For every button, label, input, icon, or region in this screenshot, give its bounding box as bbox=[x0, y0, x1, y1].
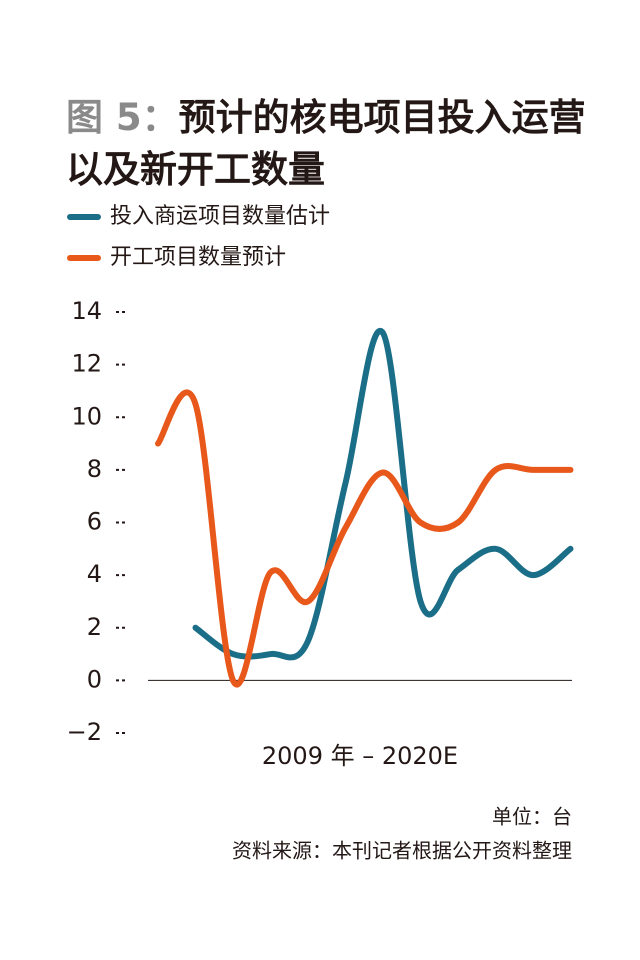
y-tick-label: −2 bbox=[67, 718, 102, 746]
y-tick-label: 8 bbox=[87, 455, 102, 483]
y-tick-label: 10 bbox=[71, 402, 102, 430]
series-line bbox=[155, 389, 574, 688]
y-tick-label: 2 bbox=[87, 613, 102, 641]
x-axis-label: 2009 年 – 2020E bbox=[262, 742, 458, 770]
title-text: 预计的核电项目投入运营以及新开工数量 bbox=[66, 96, 586, 191]
figure-label: 图 5： bbox=[66, 96, 179, 139]
y-tick-label: 12 bbox=[71, 350, 102, 378]
y-tick-label: 4 bbox=[87, 560, 102, 588]
series-line bbox=[192, 327, 574, 661]
unit-note: 单位：台 bbox=[492, 805, 572, 829]
y-tick-label: 6 bbox=[87, 508, 102, 536]
legend-label: 投入商运项目数量估计 bbox=[110, 204, 330, 229]
y-tick-label: 0 bbox=[87, 665, 102, 693]
source-note: 资料来源：本刊记者根据公开资料整理 bbox=[232, 839, 572, 863]
legend-label: 开工项目数量预计 bbox=[110, 245, 286, 270]
y-tick-label: 14 bbox=[71, 297, 102, 325]
chart-title: 图 5：预计的核电项目投入运营以及新开工数量 bbox=[66, 92, 586, 196]
